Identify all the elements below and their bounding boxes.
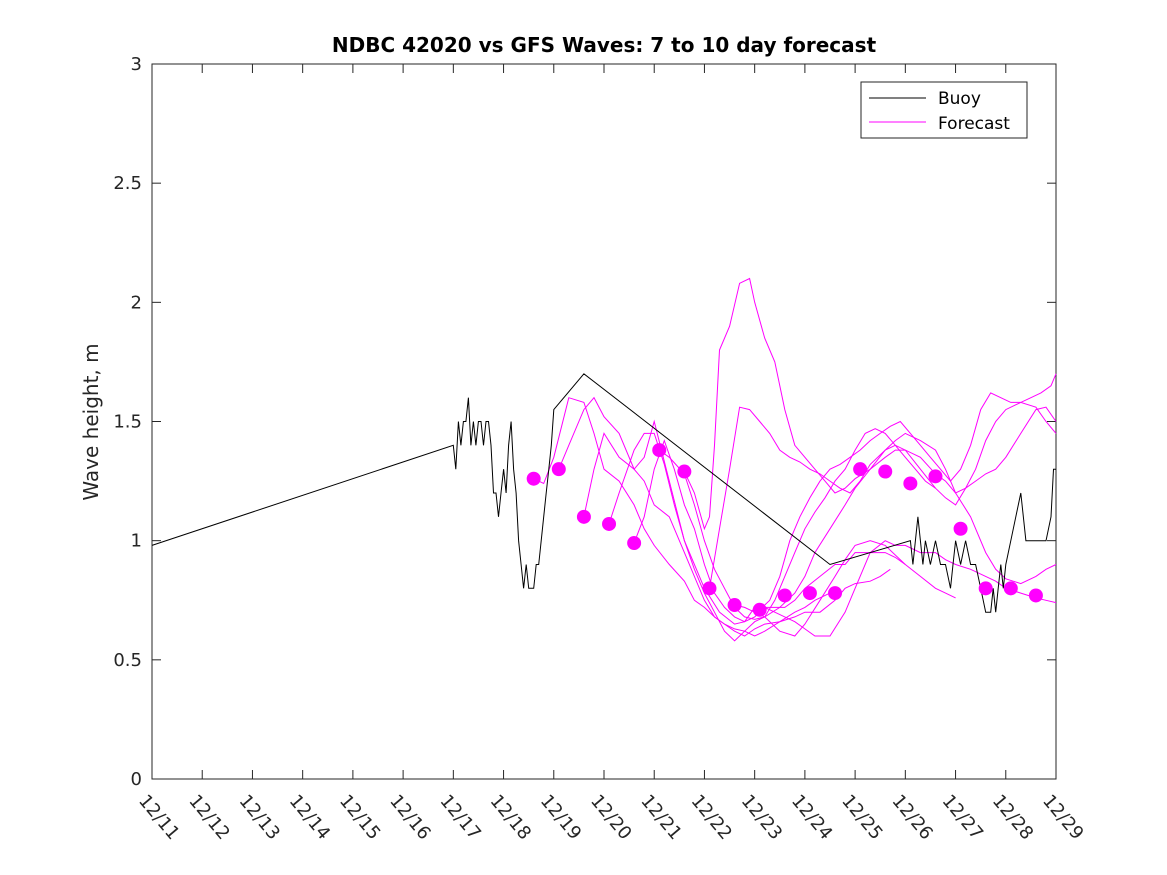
x-tick-label: 12/23 xyxy=(737,791,786,844)
forecast-marker xyxy=(652,443,667,458)
forecast-marker xyxy=(602,516,617,531)
forecast-marker xyxy=(928,469,943,484)
x-tick-label: 12/27 xyxy=(938,791,987,844)
x-tick-label: 12/25 xyxy=(837,791,886,844)
x-tick-label: 12/29 xyxy=(1038,791,1087,844)
forecast-marker xyxy=(702,581,717,596)
legend-forecast-label: Forecast xyxy=(938,114,1010,134)
x-tick-label: 12/15 xyxy=(335,791,384,844)
x-tick-label: 12/14 xyxy=(285,791,334,844)
y-axis-label: Wave height, m xyxy=(79,343,103,500)
chart-title: NDBC 42020 vs GFS Waves: 7 to 10 day for… xyxy=(332,33,877,57)
y-tick-label: 2.5 xyxy=(113,173,142,194)
y-tick-label: 1 xyxy=(131,531,142,552)
forecast-marker xyxy=(828,586,843,601)
legend-box xyxy=(860,81,1028,139)
markers-layer xyxy=(526,443,1043,617)
plot-area xyxy=(151,63,1057,780)
forecast-series-line xyxy=(734,401,1057,618)
x-tick-label: 12/13 xyxy=(235,791,284,844)
series-layer xyxy=(151,277,1057,642)
forecast-marker xyxy=(903,476,918,491)
forecast-marker xyxy=(878,464,893,479)
forecast-marker xyxy=(978,581,993,596)
x-tick-label: 12/21 xyxy=(636,791,685,844)
forecast-series-line xyxy=(683,277,936,531)
x-tick-label: 12/26 xyxy=(888,791,937,844)
x-tick-label: 12/16 xyxy=(385,791,434,844)
forecast-marker xyxy=(752,602,767,617)
forecast-marker xyxy=(1028,588,1043,603)
y-tick-label: 0 xyxy=(131,769,142,790)
x-tick-label: 12/28 xyxy=(988,791,1037,844)
forecast-marker xyxy=(677,464,692,479)
forecast-marker xyxy=(853,462,868,477)
forecast-marker xyxy=(627,536,642,551)
forecast-series-line xyxy=(633,439,1057,637)
x-tick-label: 12/24 xyxy=(787,791,836,844)
forecast-series-line xyxy=(709,406,1057,589)
x-tick-label: 12/12 xyxy=(184,791,233,844)
legend: Buoy Forecast xyxy=(860,81,1028,139)
forecast-marker xyxy=(777,588,792,603)
forecast-marker xyxy=(526,471,541,486)
buoy-series-line xyxy=(151,373,1056,613)
x-tick-label: 12/20 xyxy=(586,791,635,844)
x-tick-label: 12/17 xyxy=(436,791,485,844)
forecast-series-line xyxy=(608,432,956,642)
forecast-marker xyxy=(727,598,742,613)
forecast-series-line xyxy=(558,396,831,637)
forecast-series-line xyxy=(658,449,1057,620)
y-tick-label: 0.5 xyxy=(113,650,142,671)
forecast-marker xyxy=(802,586,817,601)
forecast-marker xyxy=(1003,581,1018,596)
x-tick-label: 12/18 xyxy=(486,791,535,844)
y-tick-label: 1.5 xyxy=(113,412,142,433)
x-tick-label: 12/11 xyxy=(134,791,183,844)
legend-buoy-label: Buoy xyxy=(938,89,981,109)
x-tick-label: 12/19 xyxy=(536,791,585,844)
forecast-marker xyxy=(576,509,591,524)
forecast-marker xyxy=(551,462,566,477)
y-tick-label: 2 xyxy=(131,292,142,313)
y-tick-label: 3 xyxy=(131,54,142,75)
forecast-marker xyxy=(953,521,968,536)
x-tick-label: 12/22 xyxy=(687,791,736,844)
forecast-series-line xyxy=(759,373,1057,611)
